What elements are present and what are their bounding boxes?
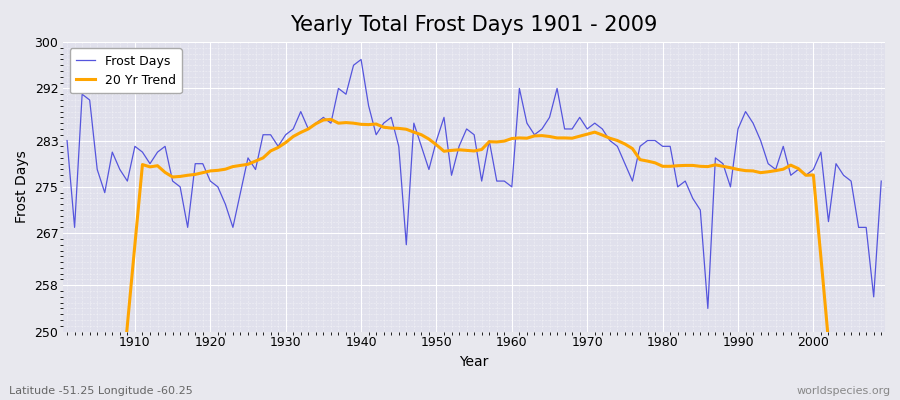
Frost Days <box>288 126 299 131</box>
Frost Days <box>333 86 344 91</box>
20 Yr Trend <box>288 134 299 139</box>
Y-axis label: Frost Days: Frost Days <box>15 150 29 223</box>
20 Yr Trend <box>122 323 133 328</box>
20 Yr Trend <box>340 120 351 125</box>
Frost Days <box>605 138 616 143</box>
20 Yr Trend <box>514 136 525 140</box>
Frost Days <box>702 306 713 311</box>
20 Yr Trend <box>507 136 517 141</box>
Frost Days <box>507 184 517 189</box>
X-axis label: Year: Year <box>460 355 489 369</box>
Text: Latitude -51.25 Longitude -60.25: Latitude -51.25 Longitude -60.25 <box>9 386 193 396</box>
Title: Yearly Total Frost Days 1901 - 2009: Yearly Total Frost Days 1901 - 2009 <box>291 15 658 35</box>
Text: worldspecies.org: worldspecies.org <box>796 386 891 396</box>
Legend: Frost Days, 20 Yr Trend: Frost Days, 20 Yr Trend <box>69 48 182 93</box>
20 Yr Trend <box>605 136 616 141</box>
Frost Days <box>356 57 366 62</box>
Frost Days <box>122 179 133 184</box>
Frost Days <box>62 138 73 143</box>
Frost Days <box>876 179 886 184</box>
Line: Frost Days: Frost Days <box>68 60 881 308</box>
Frost Days <box>514 86 525 91</box>
Line: 20 Yr Trend: 20 Yr Trend <box>68 120 881 400</box>
20 Yr Trend <box>326 117 337 122</box>
